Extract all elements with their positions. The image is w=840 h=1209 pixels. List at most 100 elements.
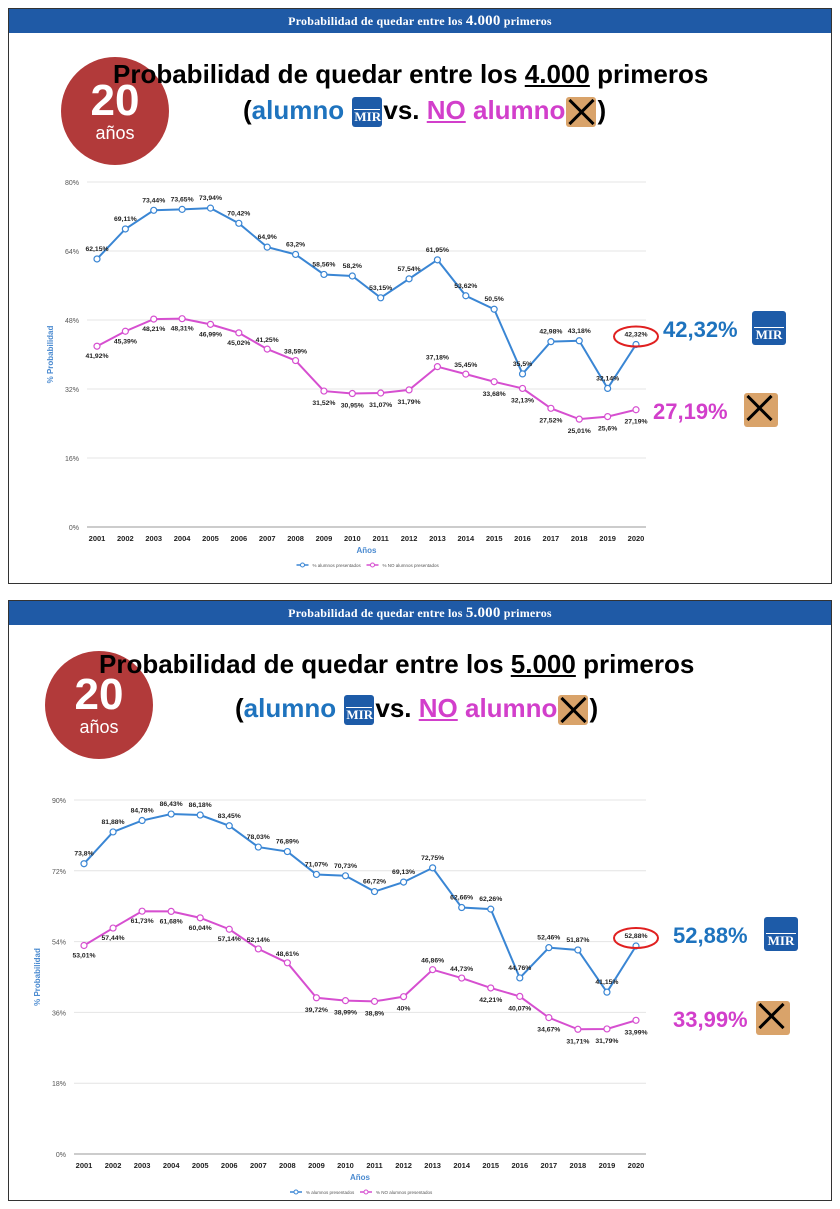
- data-label: 58,2%: [343, 263, 362, 270]
- y-tick-label: 90%: [52, 798, 66, 805]
- x-tick-label: 2018: [571, 534, 588, 543]
- data-point: [341, 872, 350, 880]
- crossed-mir-logo-icon: [744, 393, 778, 427]
- x-tick-label: 2010: [344, 534, 361, 543]
- panel-header-5000: Probabilidad de quedar entre los 5.000 p…: [9, 601, 831, 625]
- data-label: 40%: [397, 1006, 411, 1013]
- data-point: [429, 966, 437, 974]
- data-point: [604, 413, 612, 421]
- y-axis-title: % Probabilidad: [46, 326, 55, 384]
- title-paren-open: (: [235, 693, 244, 723]
- badge-number: 20: [90, 76, 140, 125]
- side-label-alumno: 42,32%: [663, 317, 738, 342]
- data-label: 57,14%: [218, 936, 241, 943]
- data-label: 52,14%: [247, 937, 270, 944]
- x-tick-label: 2005: [202, 534, 219, 543]
- data-label: 42,98%: [539, 329, 562, 336]
- data-label: 31,79%: [398, 399, 421, 406]
- badge-unit: años: [95, 123, 135, 143]
- data-label: 33,99%: [624, 1029, 647, 1036]
- data-label: 64,9%: [258, 234, 277, 241]
- data-point: [312, 994, 321, 1002]
- x-tick-label: 2014: [457, 534, 475, 543]
- data-point: [109, 924, 117, 932]
- side-label-no-alumno: 27,19%: [653, 399, 728, 424]
- data-point: [433, 363, 442, 371]
- x-tick-label: 2017: [540, 1161, 557, 1170]
- data-point: [547, 404, 555, 412]
- data-label: 31,79%: [595, 1038, 618, 1045]
- data-label: 78,03%: [247, 834, 270, 841]
- title-number: 4.000: [524, 59, 590, 89]
- data-point: [80, 941, 88, 950]
- title-alumno2: alumno: [464, 693, 558, 723]
- x-tick-label: 2009: [308, 1161, 325, 1170]
- data-label: 66,72%: [363, 879, 386, 886]
- years-badge: 20 años: [61, 57, 169, 165]
- data-point: [206, 204, 215, 212]
- legend-marker: [363, 1189, 369, 1195]
- data-point: [516, 974, 524, 982]
- data-label: 69,13%: [392, 869, 415, 876]
- data-point: [196, 811, 204, 819]
- x-tick-label: 2013: [429, 534, 446, 543]
- data-point: [399, 993, 408, 1001]
- x-tick-label: 2016: [514, 534, 531, 543]
- title-alumno: alumno: [251, 95, 345, 125]
- data-label: 60,04%: [189, 925, 212, 932]
- title-suffix: primeros: [583, 649, 695, 679]
- data-label: 73,44%: [142, 197, 165, 204]
- data-label: 31,71%: [566, 1038, 589, 1045]
- data-label: 52,88%: [624, 933, 647, 940]
- x-tick-label: 2005: [192, 1161, 209, 1170]
- title-no: NO: [418, 693, 458, 723]
- data-point: [429, 864, 437, 872]
- data-label: 62,15%: [85, 246, 108, 253]
- data-point: [462, 292, 470, 300]
- title-vs: vs.: [383, 95, 420, 125]
- data-label: 50,5%: [485, 296, 504, 303]
- title-prefix: Probabilidad de quedar entre los: [99, 649, 504, 679]
- data-point: [545, 1014, 553, 1022]
- title-paren-open: (: [243, 95, 252, 125]
- badge-unit: años: [79, 717, 119, 737]
- x-tick-label: 2019: [599, 534, 616, 543]
- y-tick-label: 72%: [52, 869, 66, 876]
- data-label: 32,13%: [511, 397, 534, 404]
- data-label: 44,76%: [508, 965, 531, 972]
- data-point: [178, 205, 186, 213]
- data-label: 31,07%: [369, 402, 392, 409]
- data-label: 42,21%: [479, 997, 502, 1004]
- data-point: [167, 907, 175, 915]
- data-point: [458, 974, 466, 982]
- data-label: 83,45%: [218, 813, 241, 820]
- x-tick-label: 2007: [259, 534, 276, 543]
- data-point: [516, 992, 524, 1000]
- x-tick-label: 2011: [366, 1161, 382, 1170]
- crossed-mir-logo-icon: [566, 97, 597, 128]
- data-label: 25,01%: [568, 428, 591, 435]
- highlight-ellipse: [613, 927, 659, 950]
- data-point: [377, 294, 385, 302]
- curso-mir-logo-icon: MIR: [764, 917, 798, 951]
- chart-title-line2: (alumno MIR vs. NO alumno): [235, 693, 598, 726]
- data-point: [225, 822, 233, 830]
- data-point: [545, 944, 553, 952]
- data-label: 70,73%: [334, 863, 357, 870]
- x-tick-label: 2004: [174, 534, 192, 543]
- data-label: 48,31%: [171, 326, 194, 333]
- data-label: 32,14%: [596, 375, 619, 382]
- data-point: [487, 905, 495, 913]
- y-tick-label: 18%: [52, 1081, 66, 1088]
- x-tick-label: 2001: [76, 1161, 93, 1170]
- x-tick-label: 2015: [486, 534, 503, 543]
- data-point: [320, 387, 328, 395]
- data-label: 73,8%: [74, 851, 93, 858]
- title-number: 5.000: [510, 649, 576, 679]
- header-suffix: primeros: [503, 606, 552, 620]
- data-label: 38,59%: [284, 349, 307, 356]
- data-point: [138, 907, 146, 915]
- y-tick-label: 32%: [65, 387, 79, 394]
- data-point: [490, 378, 498, 386]
- years-badge: 20 años: [45, 651, 153, 759]
